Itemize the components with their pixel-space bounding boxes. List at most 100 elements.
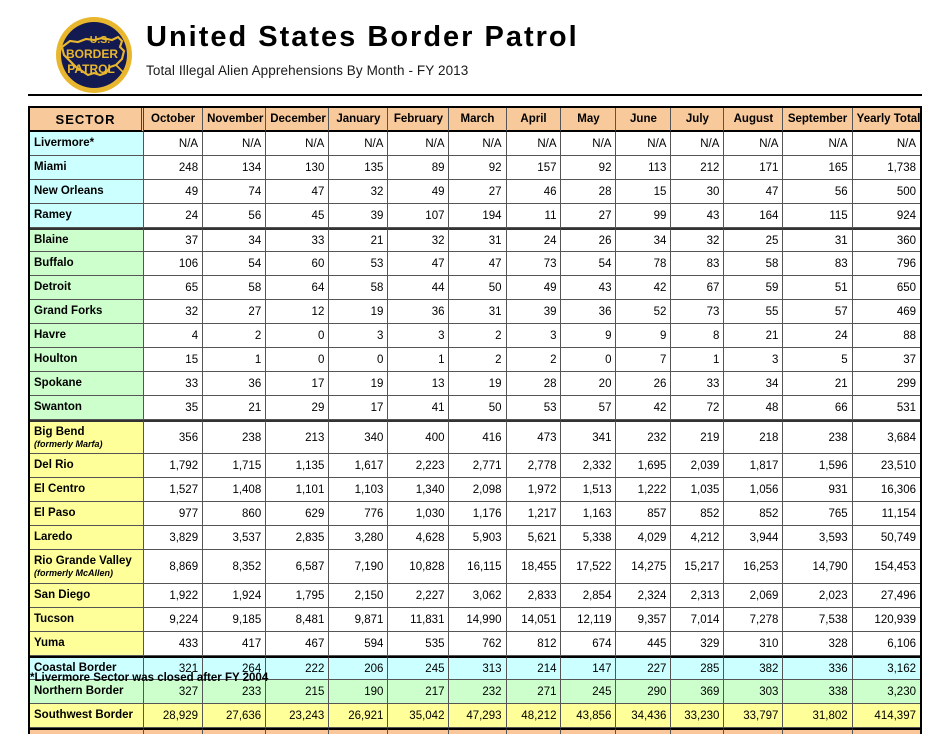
cell-value: 46 — [506, 180, 562, 204]
cell-value: 329 — [671, 632, 725, 656]
cell-yearly-total: 6,106 — [852, 632, 920, 656]
cell-value: 3,062 — [449, 584, 507, 608]
cell-yearly-total: 420,789 — [852, 728, 920, 734]
border-patrol-seal-icon: U.S. BORDER PATROL — [56, 17, 132, 93]
cell-value: 467 — [266, 632, 330, 656]
cell-value: 39 — [329, 204, 389, 228]
cell-value: 2 — [506, 348, 562, 372]
cell-value: 1 — [671, 348, 725, 372]
table-row: San Diego 1,922 1,924 1,795 2,150 2,227 3,062 2… — [30, 584, 920, 608]
cell-yearly-total: 469 — [852, 300, 920, 324]
cell-value: 3 — [329, 324, 389, 348]
cell-value: 34 — [203, 228, 267, 252]
sector-name: Tucson — [34, 613, 75, 625]
cell-yearly-total: 796 — [852, 252, 920, 276]
cell-value: 214 — [506, 656, 562, 680]
table-row: Tucson 9,224 9,185 8,481 9,871 11,831 14,990 14… — [30, 608, 920, 632]
cell-value: 31 — [783, 228, 853, 252]
cell-value: 535 — [388, 632, 450, 656]
cell-value: 58 — [724, 252, 784, 276]
sector-former-name: (formerly McAllen) — [34, 567, 114, 578]
cell-value: 49 — [506, 276, 562, 300]
cell-yearly-total: N/A — [852, 132, 920, 156]
cell-value: 48,212 — [506, 704, 562, 728]
sector-name: Laredo — [34, 531, 73, 543]
cell-value: 34 — [724, 372, 784, 396]
cell-value: 32 — [329, 180, 389, 204]
cell-value: 341 — [561, 420, 617, 454]
cell-value: 66 — [783, 396, 853, 420]
cell-value: 65 — [144, 276, 204, 300]
cell-value: 238 — [203, 420, 267, 454]
cell-value: 338 — [783, 680, 853, 704]
table-row: El Paso 977 860 629 776 1,030 1,176 1,217 1,163 8… — [30, 502, 920, 526]
cell-value: 7 — [616, 348, 672, 372]
sector-label: Spokane — [30, 372, 145, 396]
cell-value: 852 — [724, 502, 784, 526]
cell-value: 115 — [783, 204, 853, 228]
cell-value: 29,577 — [144, 728, 204, 734]
cell-value: 215 — [266, 680, 330, 704]
sector-label: Rio Grande Valley (formerly McAllen) — [30, 550, 145, 584]
cell-value: 400 — [388, 420, 450, 454]
cell-value: 35,504 — [388, 728, 450, 734]
sector-name: Grand Forks — [34, 305, 103, 317]
table-row: Spokane 33 36 17 19 13 19 28 20 26 33 34 21 299 — [30, 372, 920, 396]
cell-value: 14,275 — [616, 550, 672, 584]
cell-value: 2,150 — [329, 584, 389, 608]
sector-name: Yuma — [34, 637, 65, 649]
cell-yearly-total: 500 — [852, 180, 920, 204]
cell-value: 1,222 — [616, 478, 672, 502]
cell-value: 2,833 — [506, 584, 562, 608]
cell-value: 43,856 — [561, 704, 617, 728]
cell-value: 35,042 — [388, 704, 450, 728]
cell-value: 50 — [449, 396, 507, 420]
cell-value: 33,797 — [724, 704, 784, 728]
cell-value: 4,212 — [671, 526, 725, 550]
cell-value: 16,115 — [449, 550, 507, 584]
cell-value: 245 — [561, 680, 617, 704]
column-header-june: June — [616, 108, 672, 132]
table-row: Yuma 433 417 467 594 535 762 812 674 445 329 310 328… — [30, 632, 920, 656]
table-row: Rio Grande Valley (formerly McAllen) 8,869… — [30, 550, 920, 584]
page-header: U.S. BORDER PATROL United States Border … — [0, 0, 950, 96]
cell-value: 13 — [388, 372, 450, 396]
cell-yearly-total: 88 — [852, 324, 920, 348]
cell-value: 327 — [144, 680, 204, 704]
table-row: Miami 248 134 130 135 89 92 157 92 113 212 171 165 1,… — [30, 156, 920, 180]
cell-value: 238 — [783, 420, 853, 454]
sector-label: Miami — [30, 156, 145, 180]
sector-name: Detroit — [34, 281, 72, 293]
column-header-october: October — [144, 108, 204, 132]
sector-name: Southwest Border — [34, 709, 134, 721]
cell-value: 2,854 — [561, 584, 617, 608]
cell-value: 1,596 — [783, 454, 853, 478]
sector-name: Coastal Border — [34, 662, 117, 674]
column-header-february: February — [388, 108, 450, 132]
cell-value: 340 — [329, 420, 389, 454]
cell-value: 1 — [203, 348, 267, 372]
cell-value: 473 — [506, 420, 562, 454]
cell-value: 1,056 — [724, 478, 784, 502]
cell-value: 27,317 — [329, 728, 389, 734]
sector-label: Havre — [30, 324, 145, 348]
cell-value: 248 — [144, 156, 204, 180]
sector-label: Southwest Border — [30, 704, 145, 728]
cell-value: 1,176 — [449, 502, 507, 526]
table-row: Buffalo 106 54 60 53 47 47 73 54 78 83 58 83 796 — [30, 252, 920, 276]
column-header-yearly-total: Yearly Total — [852, 108, 920, 132]
cell-value: 42 — [616, 276, 672, 300]
cell-value: N/A — [449, 132, 507, 156]
cell-value: 1,527 — [144, 478, 204, 502]
cell-value: 931 — [783, 478, 853, 502]
cell-value: 2,835 — [266, 526, 330, 550]
cell-value: 6,587 — [266, 550, 330, 584]
cell-value: 2,332 — [561, 454, 617, 478]
sector-label: Houlton — [30, 348, 145, 372]
cell-yearly-total: 531 — [852, 396, 920, 420]
cell-value: 674 — [561, 632, 617, 656]
apprehensions-table-wrapper: SECTOR October November December January Febr… — [28, 106, 922, 734]
cell-value: 47,293 — [449, 704, 507, 728]
cell-value: 31 — [449, 300, 507, 324]
